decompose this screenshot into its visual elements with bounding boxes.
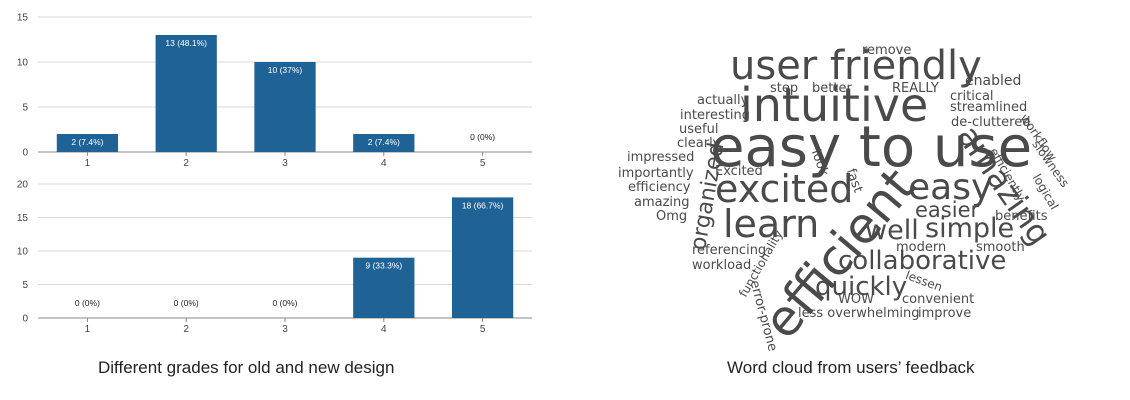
data-label: 2 (7.4%): [71, 137, 103, 147]
x-tick-label: 1: [85, 324, 91, 335]
x-tick-label: 1: [85, 158, 91, 169]
cloud-word: easier: [915, 198, 980, 222]
data-label: 13 (48.1%): [165, 38, 207, 48]
cloud-word: user friendly: [730, 43, 982, 89]
x-tick-label: 2: [183, 158, 189, 169]
bar: [451, 197, 514, 318]
left-caption: Different grades for old and new design: [98, 358, 395, 377]
bar: [56, 134, 119, 152]
cloud-word: smooth: [976, 240, 1025, 255]
y-tick-label: 0: [22, 148, 28, 159]
cloud-word: referencing: [692, 243, 767, 258]
y-tick-label: 5: [22, 280, 28, 291]
cloud-word: well: [865, 215, 919, 246]
data-label: 10 (37%): [268, 65, 303, 75]
y-tick-label: 15: [17, 213, 29, 224]
cloud-word: interesting: [680, 108, 750, 123]
cloud-word: convenient: [902, 292, 975, 307]
cloud-word: intuitive: [740, 78, 929, 132]
cloud-word: easy: [908, 167, 993, 208]
y-tick-label: 10: [17, 247, 29, 258]
cloud-word: improve: [918, 306, 972, 321]
y-tick-label: 10: [17, 58, 29, 69]
cloud-word: learn: [723, 202, 820, 246]
cloud-word: simple: [925, 213, 1015, 244]
cloud-word: importantly: [618, 166, 694, 181]
data-label: 0 (0%): [470, 132, 495, 142]
right-caption: Word cloud from users’ feedback: [727, 358, 975, 377]
cloud-word: REALLY: [892, 81, 939, 96]
x-tick-label: 3: [282, 158, 288, 169]
cloud-word: critical: [950, 89, 994, 104]
cloud-word: remove: [862, 43, 912, 58]
cloud-word: better: [812, 81, 852, 96]
data-label: 0 (0%): [174, 298, 199, 308]
bar: [353, 134, 415, 152]
cloud-word: workload: [692, 258, 752, 273]
cloud-word: de-cluttered: [951, 115, 1031, 130]
cloud-word: WOW: [838, 292, 874, 307]
cloud-word: less overwhelming: [798, 306, 920, 321]
data-label: 0 (0%): [75, 298, 100, 308]
cloud-word: benefits: [995, 209, 1048, 224]
cloud-word: easy to use: [710, 115, 1033, 180]
x-tick-label: 4: [381, 324, 387, 335]
x-tick-label: 3: [282, 324, 288, 335]
cloud-word: impressed: [627, 150, 695, 165]
y-tick-label: 0: [22, 314, 28, 325]
x-tick-label: 2: [183, 324, 189, 335]
data-label: 18 (66.7%): [462, 200, 504, 210]
bar: [353, 257, 415, 318]
x-tick-label: 5: [480, 158, 486, 169]
x-tick-label: 4: [381, 158, 387, 169]
cloud-word: Omg: [656, 209, 688, 224]
cloud-word: streamlined: [950, 100, 1028, 115]
cloud-word: efficiency: [628, 180, 691, 195]
cloud-word: useful: [679, 122, 719, 137]
y-tick-label: 20: [17, 180, 29, 191]
cloud-word: modern: [896, 240, 947, 255]
cloud-word: amazing: [634, 195, 690, 210]
cloud-word: excited: [715, 167, 854, 211]
y-tick-label: 15: [17, 13, 29, 24]
cloud-word: Excited: [715, 164, 763, 179]
cloud-word: enabled: [965, 73, 1022, 89]
cloud-word: quickly: [815, 272, 908, 302]
cloud-word: actually: [697, 93, 749, 108]
cloud-word: clearly: [677, 136, 721, 151]
y-tick-label: 5: [22, 103, 28, 114]
x-tick-label: 5: [480, 324, 486, 335]
bar: [254, 62, 316, 152]
data-label: 2 (7.4%): [368, 137, 400, 147]
data-label: 9 (33.3%): [365, 261, 402, 271]
cloud-word: step: [770, 81, 799, 96]
word-cloud: intuitive easy to use user friendly efficie…: [600, 30, 1120, 353]
bar: [155, 35, 217, 152]
cloud-word: collaborative: [838, 246, 1007, 276]
data-label: 0 (0%): [272, 298, 297, 308]
